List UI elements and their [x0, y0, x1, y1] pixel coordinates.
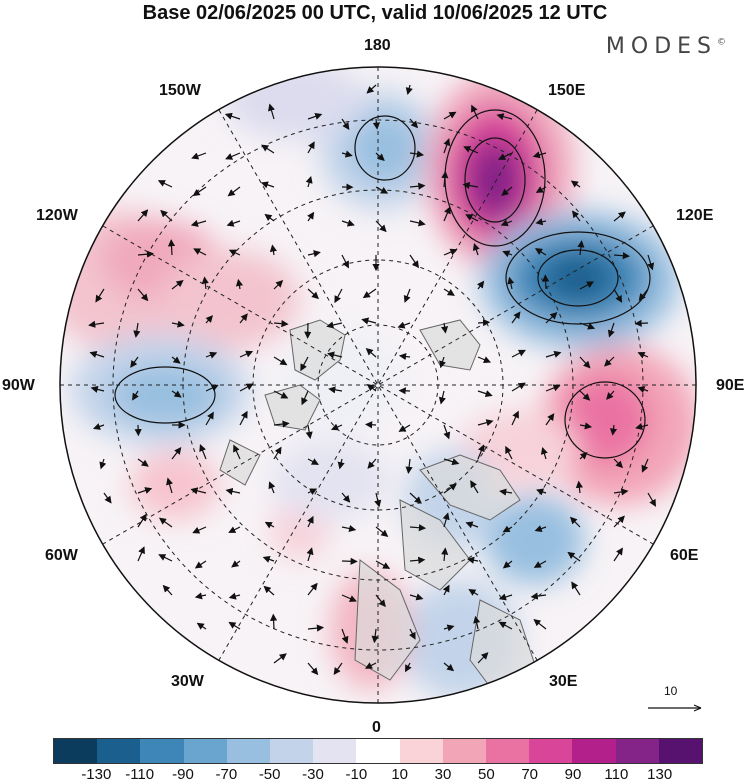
colorbar-swatch: [356, 739, 399, 763]
wind-vector: [636, 323, 648, 324]
colorbar-tick-label: -70: [215, 766, 237, 783]
map-disc: [40, 60, 700, 703]
wind-vector: [478, 322, 489, 323]
colorbar-ticks: -130 -110 -90 -70 -50 -30 -10 10 30 50 70 90 110 130: [0, 766, 750, 784]
colorbar: [53, 738, 703, 764]
lon-label-150w: 150W: [159, 82, 201, 100]
lon-label-180: 180: [364, 37, 391, 55]
wind-vector: [545, 276, 546, 290]
colorbar-tick-label: 50: [478, 766, 495, 783]
reference-vector-arrow: [646, 686, 706, 716]
colorbar-swatch: [54, 739, 97, 763]
lon-label-0: 0: [372, 719, 381, 737]
colorbar-swatch: [270, 739, 313, 763]
wind-vector: [273, 615, 274, 629]
colorbar-swatch: [227, 739, 270, 763]
colorbar-tick-label: 110: [604, 766, 628, 783]
colorbar-swatch: [400, 739, 443, 763]
colorbar-tick-label: -10: [345, 766, 367, 783]
colorbar-tick-label: 130: [647, 766, 672, 783]
lon-label-90w: 90W: [2, 377, 35, 395]
colorbar-tick-label: -50: [259, 766, 281, 783]
colorbar-swatch: [184, 739, 227, 763]
lon-label-120e: 120E: [676, 207, 713, 225]
colorbar-swatch: [313, 739, 356, 763]
colorbar-tick-label: 30: [435, 766, 452, 783]
lon-label-60w: 60W: [45, 547, 78, 565]
lon-label-30w: 30W: [171, 673, 204, 691]
wind-vector: [366, 424, 376, 425]
wind-vector: [171, 240, 172, 255]
colorbar-swatch: [486, 739, 529, 763]
wind-vector: [400, 391, 410, 392]
colorbar-swatch: [443, 739, 486, 763]
colorbar-swatch: [140, 739, 183, 763]
colorbar-tick-label: 90: [565, 766, 582, 783]
colorbar-tick-label: -130: [81, 766, 111, 783]
lon-label-150e: 150E: [548, 82, 585, 100]
lon-label-30e: 30E: [549, 673, 577, 691]
wind-vector: [342, 561, 357, 562]
colorbar-swatch: [529, 739, 572, 763]
lon-label-90e: 90E: [716, 377, 744, 395]
colorbar-tick-label: -30: [302, 766, 324, 783]
colorbar-tick-label: -90: [172, 766, 194, 783]
colorbar-tick-label: 10: [391, 766, 408, 783]
colorbar-swatch: [659, 739, 702, 763]
colorbar-swatch: [572, 739, 615, 763]
colorbar-swatch: [616, 739, 659, 763]
colorbar-swatch: [97, 739, 140, 763]
colorbar-tick-label: 70: [521, 766, 538, 783]
lon-label-120w: 120W: [36, 207, 78, 225]
colorbar-tick-label: -110: [125, 766, 154, 783]
lon-label-60e: 60E: [670, 547, 698, 565]
